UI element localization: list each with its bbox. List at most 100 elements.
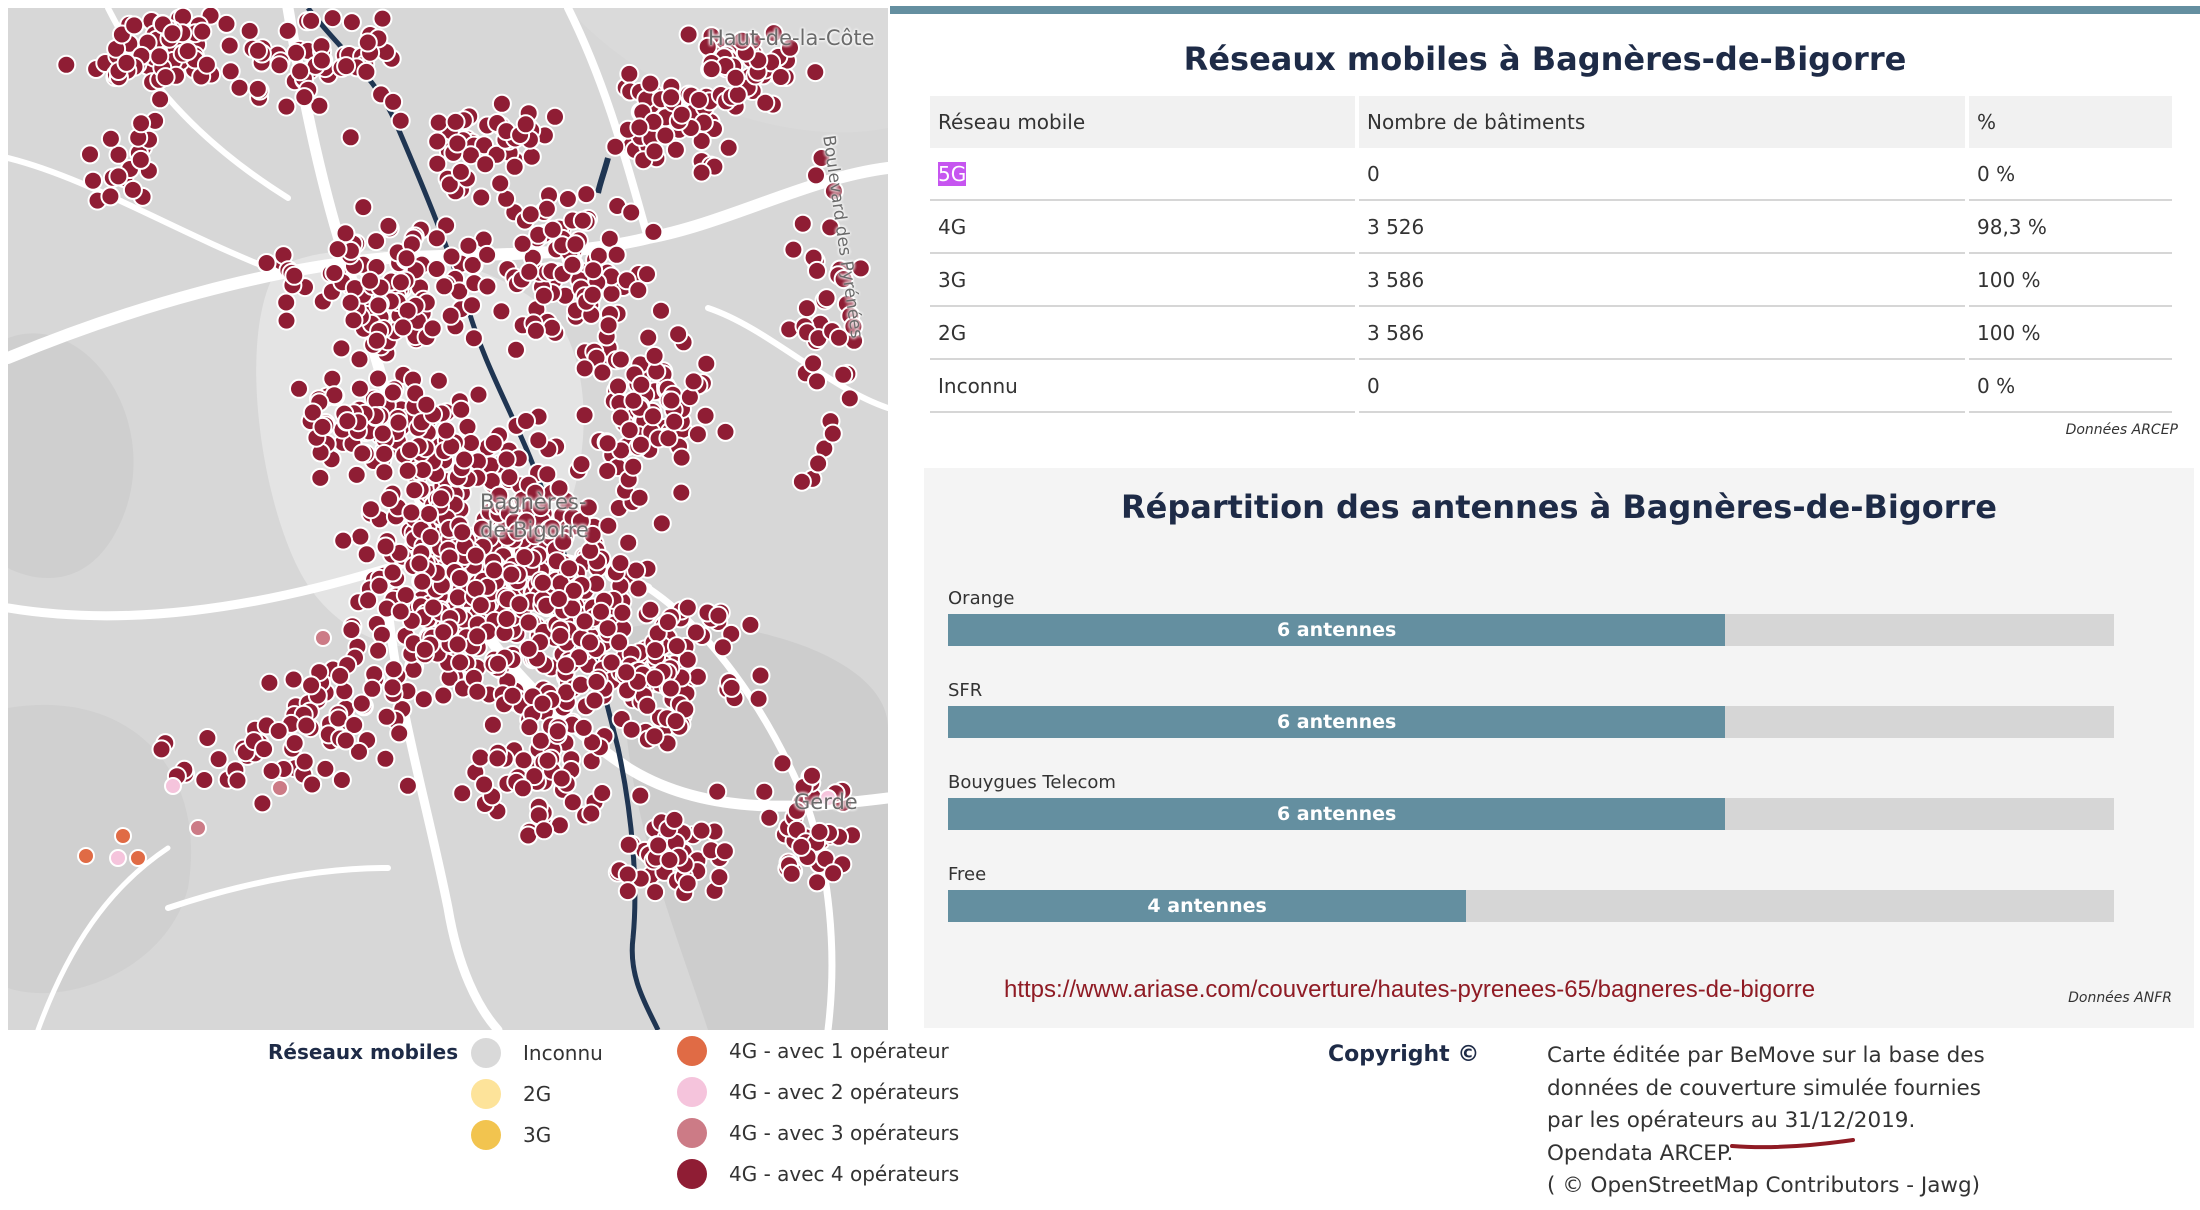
building-dot [574,405,595,426]
building-dot [592,362,613,383]
source-url-link[interactable]: https://www.ariase.com/couverture/hautes… [1004,976,1816,1003]
building-dot [683,371,704,392]
building-dot [389,723,410,744]
building-dot [572,210,593,231]
building-dot [340,127,361,148]
building-dot [658,428,679,449]
building-dot [709,867,730,888]
building-dot [689,90,709,110]
building-dot [331,770,352,790]
building-dot [433,685,454,706]
building-dot [521,146,542,167]
building-dot [229,77,250,98]
building-dot [562,254,583,275]
building-dot [677,649,698,670]
building-dot [696,353,717,374]
building-dot [557,189,578,209]
building-dot [619,63,640,84]
building-dot [322,368,343,389]
building-dot [219,35,240,56]
header-buildings: Nombre de bâtiments [1359,96,1965,148]
building-dot [533,285,554,306]
legend-swatch [677,1077,707,1107]
building-dot [504,156,525,177]
legend-swatch [471,1038,501,1068]
building-dot [581,803,602,824]
legend-label: 4G - avec 4 opérateurs [729,1162,960,1186]
building-dot [496,609,517,629]
antenna-bar-bouygues: 6 antennes [948,798,2114,830]
building-dot [850,258,871,279]
building-dot [194,770,215,790]
legend-label: 4G - avec 3 opérateurs [729,1121,960,1145]
building-dot [759,807,780,828]
building-dot [677,597,698,618]
building-dot [640,599,661,620]
building-dot [571,454,592,475]
antenna-bar-fill: 6 antennes [948,706,1726,738]
legend-swatch [677,1036,707,1066]
building-dot [349,349,370,370]
building-dot [412,571,433,592]
building-dot [666,636,687,657]
building-dot [397,300,418,321]
building-dot [518,612,539,633]
building-dot [309,95,330,116]
building-dot [427,153,448,174]
cell-network: 3G [930,254,1355,307]
building-dot [483,433,504,453]
building-dot [605,136,626,157]
legend-item: 4G - avec 3 opérateurs [677,1118,959,1148]
building-dot [290,61,311,82]
building-dot [516,511,537,532]
building-dot [707,781,728,802]
building-dot [509,594,530,615]
network-table-panel: Réseaux mobiles à Bagnères-de-Bigorre Ré… [890,0,2200,440]
building-dot [786,800,807,821]
building-dot [727,84,748,105]
building-dot [378,215,399,236]
building-dot [451,399,472,420]
building-dot [609,632,630,653]
building-dot [516,411,536,431]
building-dot [823,863,844,884]
building-dot [781,863,802,884]
building-dot [791,836,812,857]
building-dot [256,253,277,273]
map-label-haut-de-la-cote: Haut-de-la-Côte [708,26,875,50]
building-dot [447,133,468,154]
building-dot [617,881,638,902]
building-dot [477,276,498,297]
building-dot [289,378,309,399]
building-dot [271,779,289,797]
building-dot [525,320,546,341]
building-dot [732,30,752,51]
building-dot [254,739,275,760]
building-dot [284,733,305,754]
building-dot [580,540,601,561]
building-dot [584,690,605,711]
building-dot [286,42,307,63]
building-dot [353,197,374,218]
header-percent: % [1969,96,2172,148]
cell-percent: 0 % [1969,148,2172,201]
building-dot [390,272,411,293]
building-dot [366,330,387,351]
building-dot [623,390,644,411]
building-dot [301,675,322,696]
building-dot [261,761,282,781]
building-dot [519,717,540,738]
legend-item: 3G [471,1120,551,1150]
coverage-map[interactable]: Haut-de-la-Côte Boulevard des Pyrénées B… [8,8,888,1030]
building-dot [197,728,218,748]
map-canvas[interactable] [8,8,888,1030]
building-dot [349,378,370,399]
building-dot [630,785,651,806]
terrain-patch [8,333,134,578]
building-dot [227,770,248,791]
building-dot [114,827,132,845]
building-dot [563,580,584,601]
cell-percent: 0 % [1969,360,2172,413]
building-dot [404,480,425,501]
building-dot [660,678,681,699]
